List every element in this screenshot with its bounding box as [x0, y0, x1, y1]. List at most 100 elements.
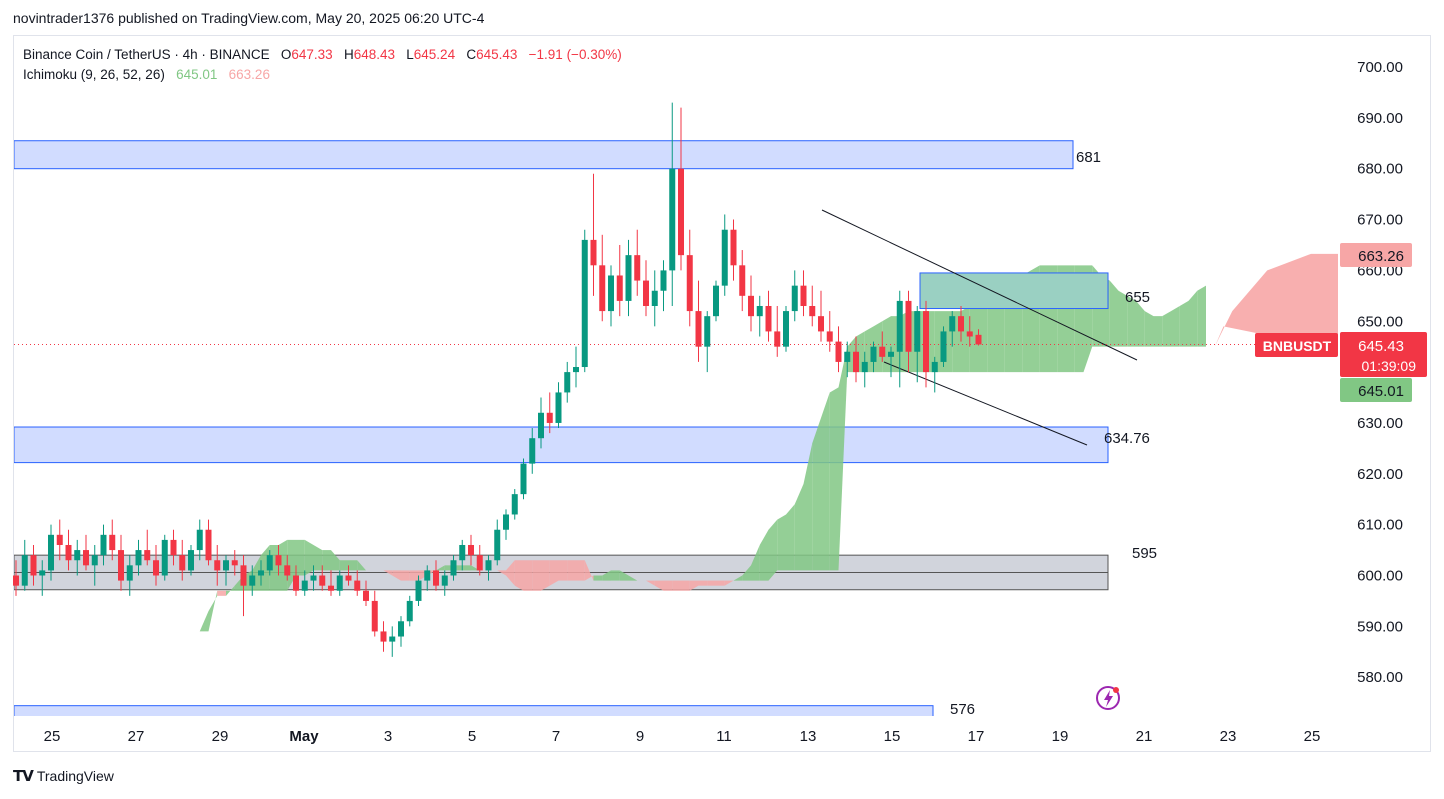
candle-body: [468, 544, 474, 556]
candle-body: [336, 575, 343, 591]
ichimoku-cloud-segment: [768, 519, 778, 581]
chart-frame[interactable]: [13, 35, 1431, 752]
ichimoku-cloud-segment: [602, 570, 611, 581]
badge-cloud-top: [1340, 243, 1412, 267]
badge-cloud-top-text: 663.26: [1358, 248, 1404, 265]
candle-body: [529, 438, 536, 464]
candle-body: [13, 575, 19, 586]
ichimoku-cloud-segment: [1153, 316, 1163, 347]
time-axis-label: 19: [1052, 728, 1069, 745]
candle-body: [301, 580, 308, 591]
ichimoku-cloud-segment: [1188, 290, 1198, 347]
ichimoku-cloud-segment: [751, 544, 760, 581]
tradingview-logo-icon: 𝗧𝗩: [13, 768, 34, 785]
time-axis-label: 21: [1136, 728, 1153, 745]
ichimoku-cloud-segment: [339, 560, 349, 571]
ichimoku-cloud-segment: [996, 290, 1005, 373]
candle-body: [310, 575, 317, 581]
candle-body: [441, 575, 448, 586]
candle-body: [91, 555, 98, 566]
legend-open-label: O: [280, 47, 292, 62]
price-tick-label: 600.00: [1357, 568, 1403, 585]
ichimoku-cloud-segment: [663, 580, 673, 591]
candle-body: [879, 346, 886, 357]
legend-indicator-value-2: 663.26: [228, 67, 270, 82]
ichimoku-cloud-segment: [409, 570, 419, 581]
ichimoku-future-cloud: [1214, 253, 1338, 347]
candle-body: [546, 412, 553, 423]
candle-body: [581, 239, 588, 368]
price-tick-label: 590.00: [1357, 618, 1403, 635]
candle-body: [958, 316, 964, 332]
legend-low-label: L: [406, 47, 414, 62]
ichimoku-cloud-segment: [558, 560, 568, 581]
candle-body: [205, 529, 212, 561]
ichimoku-cloud-segment: [348, 560, 358, 571]
ichimoku-cloud-segment: [742, 565, 751, 581]
candle-body: [669, 168, 676, 271]
candle-body: [905, 300, 912, 352]
ichimoku-cloud-segment: [681, 580, 690, 591]
candle-body: [923, 311, 929, 373]
candle-body: [608, 275, 614, 312]
published-line: novintrader1376 published on TradingView…: [13, 10, 485, 26]
time-axis-label: 17: [968, 728, 985, 745]
ichimoku-cloud-segment: [786, 504, 795, 571]
time-axis-label: 27: [128, 728, 145, 745]
trendline-lower: [883, 361, 1088, 446]
time-axis-label: 29: [212, 728, 229, 745]
trendline-upper: [821, 209, 1138, 361]
candle-body: [651, 290, 658, 306]
candle-body: [616, 275, 623, 301]
candle-body: [275, 555, 282, 566]
chart-legend: Binance Coin / TetherUS · 4h · BINANCE O…: [23, 45, 622, 85]
candle-body: [415, 580, 422, 601]
candle-body: [30, 555, 37, 576]
zone-576: [14, 705, 934, 716]
price-tick-label: 610.00: [1357, 517, 1403, 534]
ichimoku-cloud-segment: [698, 580, 708, 586]
ichimoku-cloud-segment: [506, 560, 515, 586]
candle-body: [949, 316, 956, 332]
candle-body: [888, 351, 894, 357]
candle-body: [39, 570, 46, 576]
legend-high-label: H: [343, 47, 354, 62]
candle-body: [756, 305, 763, 317]
ichimoku-cloud-segment: [304, 539, 314, 576]
ichimoku-cloud-segment: [707, 580, 716, 586]
legend-indicator-value-1: 645.01: [176, 67, 218, 82]
badge-timer-text: 01:39:09: [1362, 358, 1417, 374]
candle-body: [914, 311, 921, 352]
candle-body: [179, 555, 186, 571]
candle-body: [511, 494, 518, 515]
flash-alert-icon[interactable]: [1096, 686, 1120, 710]
ichimoku-cloud-segment: [523, 560, 533, 591]
candle-body: [730, 229, 737, 266]
candle-body: [161, 539, 168, 576]
candle-body: [153, 560, 159, 576]
candle-body: [800, 285, 807, 306]
tradingview-footer[interactable]: 𝗧𝗩 TradingView: [13, 767, 114, 785]
label-634: 634.76: [1104, 430, 1150, 447]
ichimoku-cloud-segment: [611, 570, 620, 581]
candle-body: [853, 351, 859, 373]
candle-body: [354, 580, 361, 591]
candle-body: [118, 550, 124, 581]
ichimoku-cloud-segment: [296, 539, 305, 576]
candle-body: [100, 534, 107, 556]
candle-body: [21, 555, 28, 586]
price-tick-label: 670.00: [1357, 212, 1403, 229]
candle-body: [389, 636, 396, 642]
candle-body: [424, 570, 431, 581]
legend-indicator-name[interactable]: Ichimoku (9, 26, 52, 26): [23, 67, 165, 82]
ichimoku-cloud-segment: [549, 560, 559, 586]
candle-body: [266, 555, 273, 571]
ichimoku-cloud-segment: [987, 295, 996, 373]
tradingview-brand: TradingView: [36, 768, 114, 784]
ichimoku-cloud-segment: [672, 580, 681, 591]
ichimoku-cloud-segment: [497, 570, 506, 576]
candle-body: [870, 346, 877, 362]
candle-body: [599, 265, 606, 312]
ichimoku-cloud-segment: [1144, 311, 1154, 347]
